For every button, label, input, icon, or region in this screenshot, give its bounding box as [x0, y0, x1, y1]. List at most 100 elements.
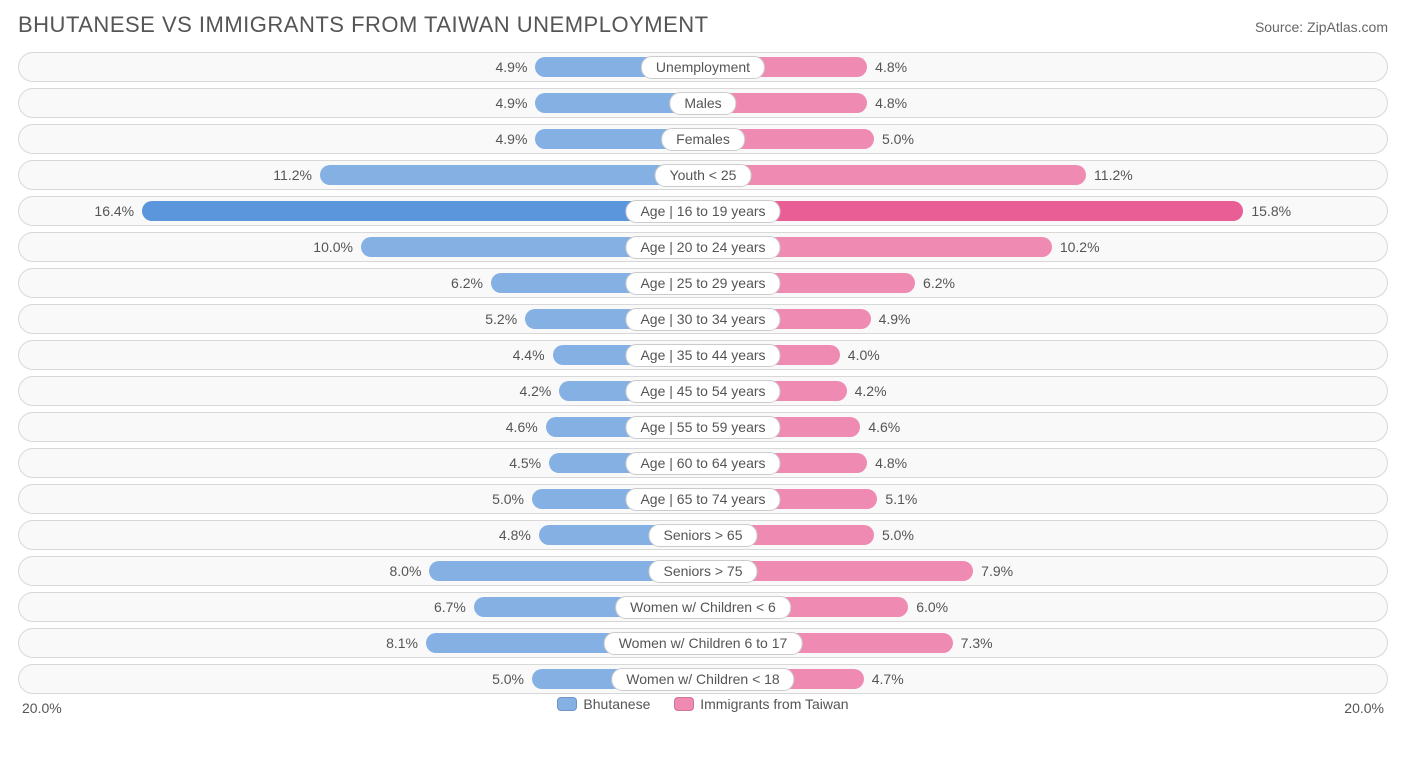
bar-half-left: 11.2%	[19, 161, 703, 189]
chart-row: 5.0% 5.1%Age | 65 to 74 years	[18, 484, 1388, 514]
bar-half-left: 10.0%	[19, 233, 703, 261]
axis-left-max: 20.0%	[22, 700, 62, 716]
value-label-right: 4.8%	[875, 449, 907, 477]
bar-half-right: 5.1%	[703, 485, 1387, 513]
category-label: Women w/ Children 6 to 17	[604, 632, 803, 655]
value-label-left: 8.0%	[389, 557, 421, 585]
source-prefix: Source:	[1255, 19, 1307, 35]
value-label-right: 7.3%	[961, 629, 993, 657]
bar-half-right: 4.0%	[703, 341, 1387, 369]
bar-half-right: 5.0%	[703, 521, 1387, 549]
bar-half-right: 5.0%	[703, 125, 1387, 153]
value-label-right: 5.0%	[882, 521, 914, 549]
chart-row: 11.2%11.2%Youth < 25	[18, 160, 1388, 190]
category-label: Women w/ Children < 18	[611, 668, 794, 691]
value-label-left: 8.1%	[386, 629, 418, 657]
value-label-right: 4.0%	[848, 341, 880, 369]
bar-half-left: 5.0%	[19, 485, 703, 513]
bar-half-left: 8.1%	[19, 629, 703, 657]
category-label: Age | 20 to 24 years	[625, 236, 780, 259]
bar-half-right: 4.8%	[703, 53, 1387, 81]
bar-half-left: 4.2%	[19, 377, 703, 405]
bar-half-left: 4.9%	[19, 53, 703, 81]
source-name: ZipAtlas.com	[1307, 19, 1388, 35]
bar-half-right: 4.8%	[703, 449, 1387, 477]
legend-label-right: Immigrants from Taiwan	[700, 696, 848, 712]
value-label-left: 4.4%	[513, 341, 545, 369]
value-label-right: 4.8%	[875, 53, 907, 81]
bar-half-left: 8.0%	[19, 557, 703, 585]
bar-half-left: 4.8%	[19, 521, 703, 549]
value-label-left: 5.0%	[492, 485, 524, 513]
value-label-right: 5.0%	[882, 125, 914, 153]
bar-half-left: 6.2%	[19, 269, 703, 297]
legend-label-left: Bhutanese	[583, 696, 650, 712]
bar-half-right: 7.9%	[703, 557, 1387, 585]
bar-half-left: 16.4%	[19, 197, 703, 225]
category-label: Age | 60 to 64 years	[625, 452, 780, 475]
bar-right	[703, 165, 1086, 185]
category-label: Age | 45 to 54 years	[625, 380, 780, 403]
bar-half-right: 4.7%	[703, 665, 1387, 693]
chart-row: 16.4%15.8%Age | 16 to 19 years	[18, 196, 1388, 226]
bar-half-left: 4.9%	[19, 125, 703, 153]
bar-half-right: 7.3%	[703, 629, 1387, 657]
category-label: Females	[661, 128, 745, 151]
chart-row: 6.2%6.2%Age | 25 to 29 years	[18, 268, 1388, 298]
chart-row: 4.9% 5.0% Females	[18, 124, 1388, 154]
value-label-right: 4.2%	[855, 377, 887, 405]
bar-half-right: 4.8%	[703, 89, 1387, 117]
category-label: Males	[669, 92, 736, 115]
chart-row: 5.0%4.7%Women w/ Children < 18	[18, 664, 1388, 694]
category-label: Unemployment	[641, 56, 765, 79]
category-label: Seniors > 65	[649, 524, 758, 547]
bar-half-left: 4.9%	[19, 89, 703, 117]
bar-half-right: 4.6%	[703, 413, 1387, 441]
value-label-right: 6.2%	[923, 269, 955, 297]
chart-row: 4.9% 4.8% Unemployment	[18, 52, 1388, 82]
bar-half-right: 11.2%	[703, 161, 1387, 189]
legend-item-left: Bhutanese	[557, 696, 650, 712]
value-label-right: 6.0%	[916, 593, 948, 621]
chart-title: BHUTANESE VS IMMIGRANTS FROM TAIWAN UNEM…	[18, 12, 709, 38]
value-label-left: 6.7%	[434, 593, 466, 621]
legend-swatch-right	[674, 697, 694, 711]
bar-left	[320, 165, 703, 185]
bar-half-left: 5.2%	[19, 305, 703, 333]
legend: Bhutanese Immigrants from Taiwan	[18, 696, 1388, 714]
category-label: Seniors > 75	[649, 560, 758, 583]
bar-half-left: 6.7%	[19, 593, 703, 621]
value-label-left: 16.4%	[94, 197, 134, 225]
chart-row: 8.0% 7.9% Seniors > 75	[18, 556, 1388, 586]
value-label-left: 4.6%	[506, 413, 538, 441]
value-label-right: 4.8%	[875, 89, 907, 117]
value-label-right: 7.9%	[981, 557, 1013, 585]
value-label-left: 6.2%	[451, 269, 483, 297]
value-label-left: 4.9%	[496, 53, 528, 81]
bar-left	[142, 201, 703, 221]
legend-swatch-left	[557, 697, 577, 711]
value-label-right: 15.8%	[1251, 197, 1291, 225]
bar-half-right: 15.8%	[703, 197, 1387, 225]
chart-row: 4.2%4.2%Age | 45 to 54 years	[18, 376, 1388, 406]
bar-half-right: 4.9%	[703, 305, 1387, 333]
category-label: Age | 55 to 59 years	[625, 416, 780, 439]
chart-row: 5.2%4.9%Age | 30 to 34 years	[18, 304, 1388, 334]
chart-row: 4.5% 4.8% Age | 60 to 64 years	[18, 448, 1388, 478]
chart-rows: 4.9% 4.8% Unemployment 4.9% 4.8% Males 4.9% 5.0…	[18, 52, 1388, 694]
axis-right-max: 20.0%	[1344, 700, 1384, 716]
value-label-left: 4.5%	[509, 449, 541, 477]
category-label: Age | 35 to 44 years	[625, 344, 780, 367]
category-label: Age | 65 to 74 years	[625, 488, 780, 511]
chart-source: Source: ZipAtlas.com	[1255, 19, 1388, 35]
value-label-right: 4.7%	[872, 665, 904, 693]
category-label: Age | 30 to 34 years	[625, 308, 780, 331]
bar-half-left: 4.4%	[19, 341, 703, 369]
value-label-left: 11.2%	[273, 161, 312, 189]
bar-half-right: 10.2%	[703, 233, 1387, 261]
chart-header: BHUTANESE VS IMMIGRANTS FROM TAIWAN UNEM…	[18, 12, 1388, 38]
value-label-left: 4.9%	[496, 89, 528, 117]
bar-half-left: 4.5%	[19, 449, 703, 477]
chart-row: 4.4% 4.0% Age | 35 to 44 years	[18, 340, 1388, 370]
value-label-left: 4.9%	[496, 125, 528, 153]
